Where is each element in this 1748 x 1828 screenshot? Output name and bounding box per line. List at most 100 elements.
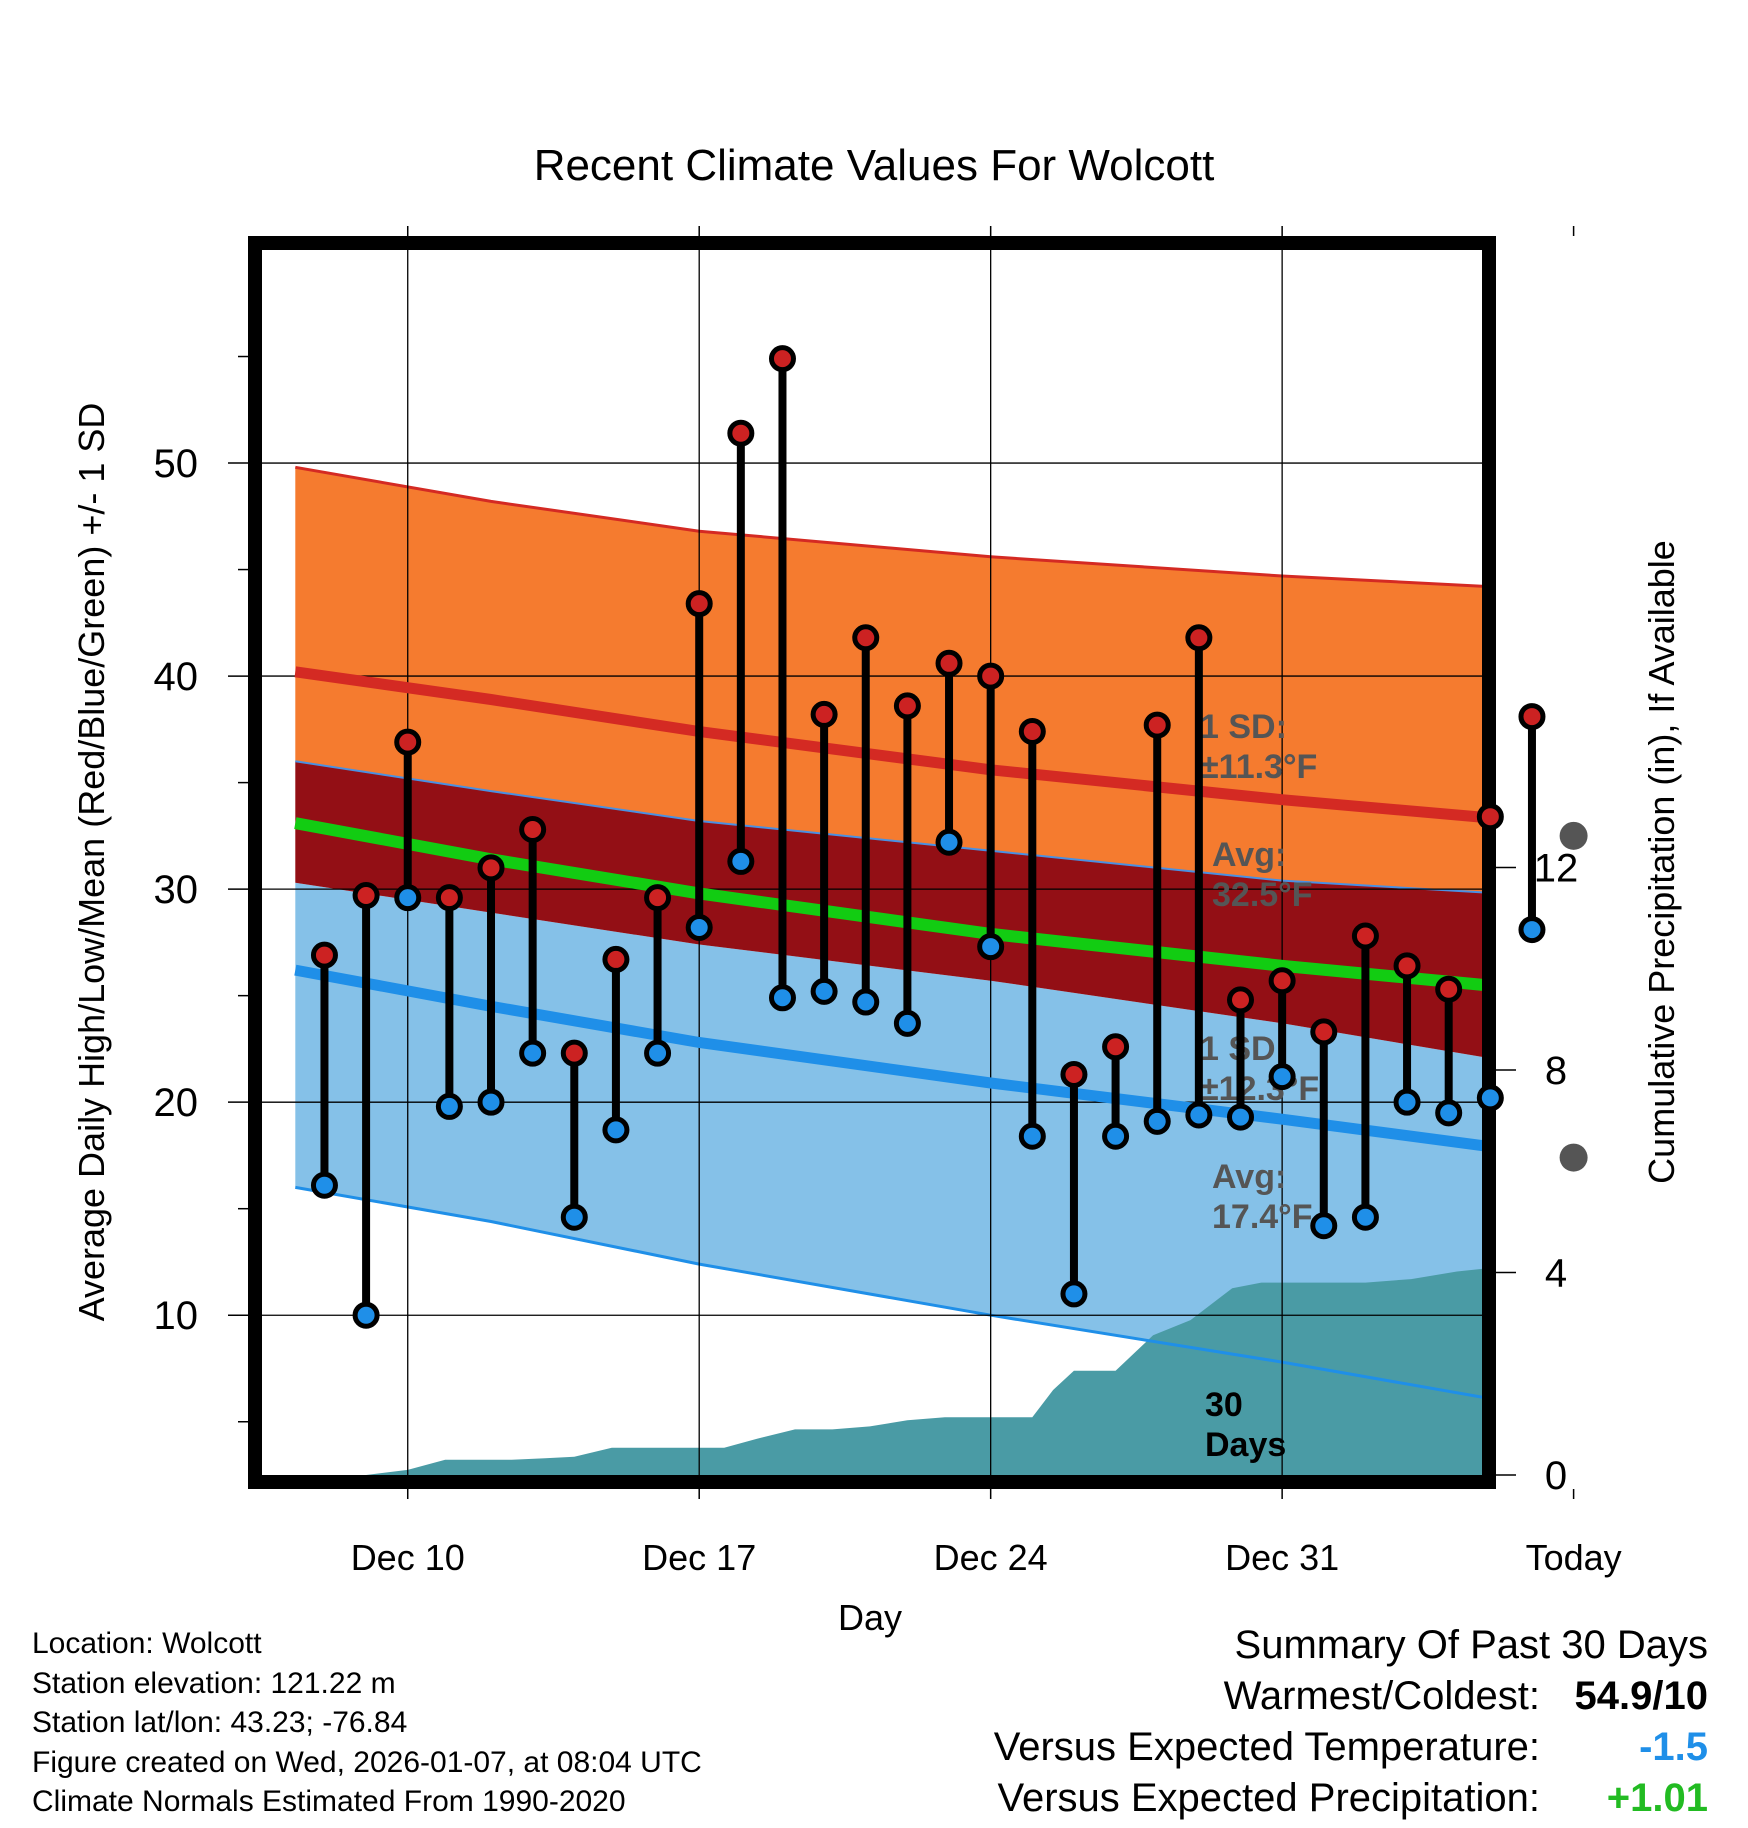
high-point	[1310, 1018, 1338, 1046]
high-avg-annotation-line1: Avg:	[1212, 836, 1286, 874]
high-point	[1268, 967, 1296, 995]
low-point	[1518, 916, 1546, 944]
low-point	[1143, 1107, 1171, 1135]
low-sd-annotation-line2: ±12.3°F	[1200, 1070, 1319, 1108]
low-point	[1393, 1088, 1421, 1116]
x-tick-label: Today	[1526, 1537, 1622, 1578]
high-point	[893, 692, 921, 720]
high-sd-annotation: 1 SD: ±11.3°F	[1200, 708, 1317, 786]
high-point	[1476, 803, 1504, 831]
high-sd-lower-line	[295, 760, 1482, 894]
high-point	[1393, 952, 1421, 980]
low-point	[935, 828, 963, 856]
low-point	[1476, 1084, 1504, 1112]
plot-area	[262, 250, 1482, 1475]
low-point	[644, 1039, 672, 1067]
high-sd-upper-line	[295, 465, 1482, 588]
sd-overlap-band	[295, 761, 1482, 1057]
high-point	[1018, 717, 1046, 745]
low-point	[685, 913, 713, 941]
y-tick-label: 10	[154, 1294, 199, 1338]
avg-low-marker	[1559, 1143, 1588, 1172]
temp-label: Versus Expected Temperature:	[993, 1725, 1540, 1769]
low-point	[519, 1039, 547, 1067]
low-point	[1226, 1103, 1254, 1131]
plot-layer	[262, 250, 1482, 1475]
normal-low-line	[294, 964, 1482, 1152]
low-point	[893, 1009, 921, 1037]
location-text: Location: Wolcott	[32, 1627, 262, 1660]
precip-value: +1.01	[1606, 1776, 1708, 1820]
high-point	[1518, 703, 1546, 731]
high-point	[810, 700, 838, 728]
y-tick-label: 30	[154, 868, 199, 912]
low-sd-band	[295, 882, 1482, 1398]
high-point	[394, 728, 422, 756]
high-point	[1226, 986, 1254, 1014]
low-point	[768, 984, 796, 1012]
temp-row: Versus Expected Temperature: -1.5	[994, 1722, 1708, 1773]
days-annotation: 30 Days	[1205, 1386, 1286, 1464]
summary-title: Summary Of Past 30 Days	[1234, 1623, 1708, 1667]
precip-row: Versus Expected Precipitation: +1.01	[994, 1773, 1708, 1824]
high-point	[935, 649, 963, 677]
high-point	[477, 854, 505, 882]
low-avg-annotation-line2: 17.4°F	[1212, 1198, 1313, 1236]
high-point	[1185, 624, 1213, 652]
warmest-row: Warmest/Coldest: 54.9/10	[994, 1671, 1708, 1722]
high-point	[768, 345, 796, 373]
chart-title: Recent Climate Values For Wolcott	[534, 141, 1215, 190]
days-annotation-line2: Days	[1205, 1426, 1286, 1464]
days-annotation-line1: 30	[1205, 1386, 1243, 1424]
low-point	[810, 977, 838, 1005]
y2-tick-label: 0	[1545, 1454, 1567, 1498]
normals-text: Climate Normals Estimated From 1990-2020	[32, 1785, 626, 1818]
high-point	[435, 884, 463, 912]
high-point	[1102, 1033, 1130, 1061]
high-point	[352, 882, 380, 910]
high-avg-annotation: Avg: 32.5°F	[1212, 836, 1313, 914]
high-point	[1143, 711, 1171, 739]
avg-high-marker	[1559, 821, 1588, 850]
high-sd-annotation-line2: ±11.3°F	[1200, 748, 1317, 786]
high-point	[685, 590, 713, 618]
low-point	[852, 988, 880, 1016]
y-tick-label: 50	[154, 442, 199, 486]
low-point	[1185, 1101, 1213, 1129]
x-tick-label: Dec 24	[934, 1537, 1048, 1578]
high-point	[1435, 975, 1463, 1003]
low-avg-annotation: Avg: 17.4°F	[1212, 1158, 1313, 1236]
created-text: Figure created on Wed, 2026-01-07, at 08…	[32, 1745, 702, 1779]
low-point	[394, 884, 422, 912]
high-point	[644, 884, 672, 912]
low-point	[352, 1301, 380, 1329]
low-point	[602, 1116, 630, 1144]
elevation-text: Station elevation: 121.22 m	[32, 1666, 396, 1700]
low-point	[1060, 1280, 1088, 1308]
precip-label: Versus Expected Precipitation:	[997, 1776, 1540, 1820]
high-point	[602, 945, 630, 973]
low-point	[1268, 1063, 1296, 1091]
y2-axis-label: Cumulative Precipitation (in), If Availa…	[1641, 540, 1682, 1184]
high-point	[977, 662, 1005, 690]
normal-high-line	[294, 666, 1482, 823]
temperature-marks	[310, 345, 1546, 1329]
high-avg-annotation-line2: 32.5°F	[1212, 876, 1313, 914]
y-tick-label: 20	[154, 1081, 199, 1125]
y2-tick-label: 12	[1534, 847, 1579, 891]
low-point	[310, 1171, 338, 1199]
x-tick-label: Dec 31	[1225, 1537, 1339, 1578]
low-point	[1018, 1122, 1046, 1150]
station-info: Location: Wolcott Station elevation: 121…	[32, 1624, 702, 1822]
low-point	[977, 933, 1005, 961]
warmest-label: Warmest/Coldest:	[1223, 1674, 1540, 1718]
warmest-value: 54.9/10	[1574, 1674, 1708, 1718]
high-point	[560, 1039, 588, 1067]
low-point	[560, 1203, 588, 1231]
normal-mean-line	[294, 817, 1482, 991]
low-sd-lower-line	[295, 1185, 1482, 1399]
y2-tick-label: 8	[1545, 1049, 1567, 1093]
high-point	[519, 815, 547, 843]
summary-panel: Summary Of Past 30 Days Warmest/Coldest:…	[994, 1620, 1708, 1824]
